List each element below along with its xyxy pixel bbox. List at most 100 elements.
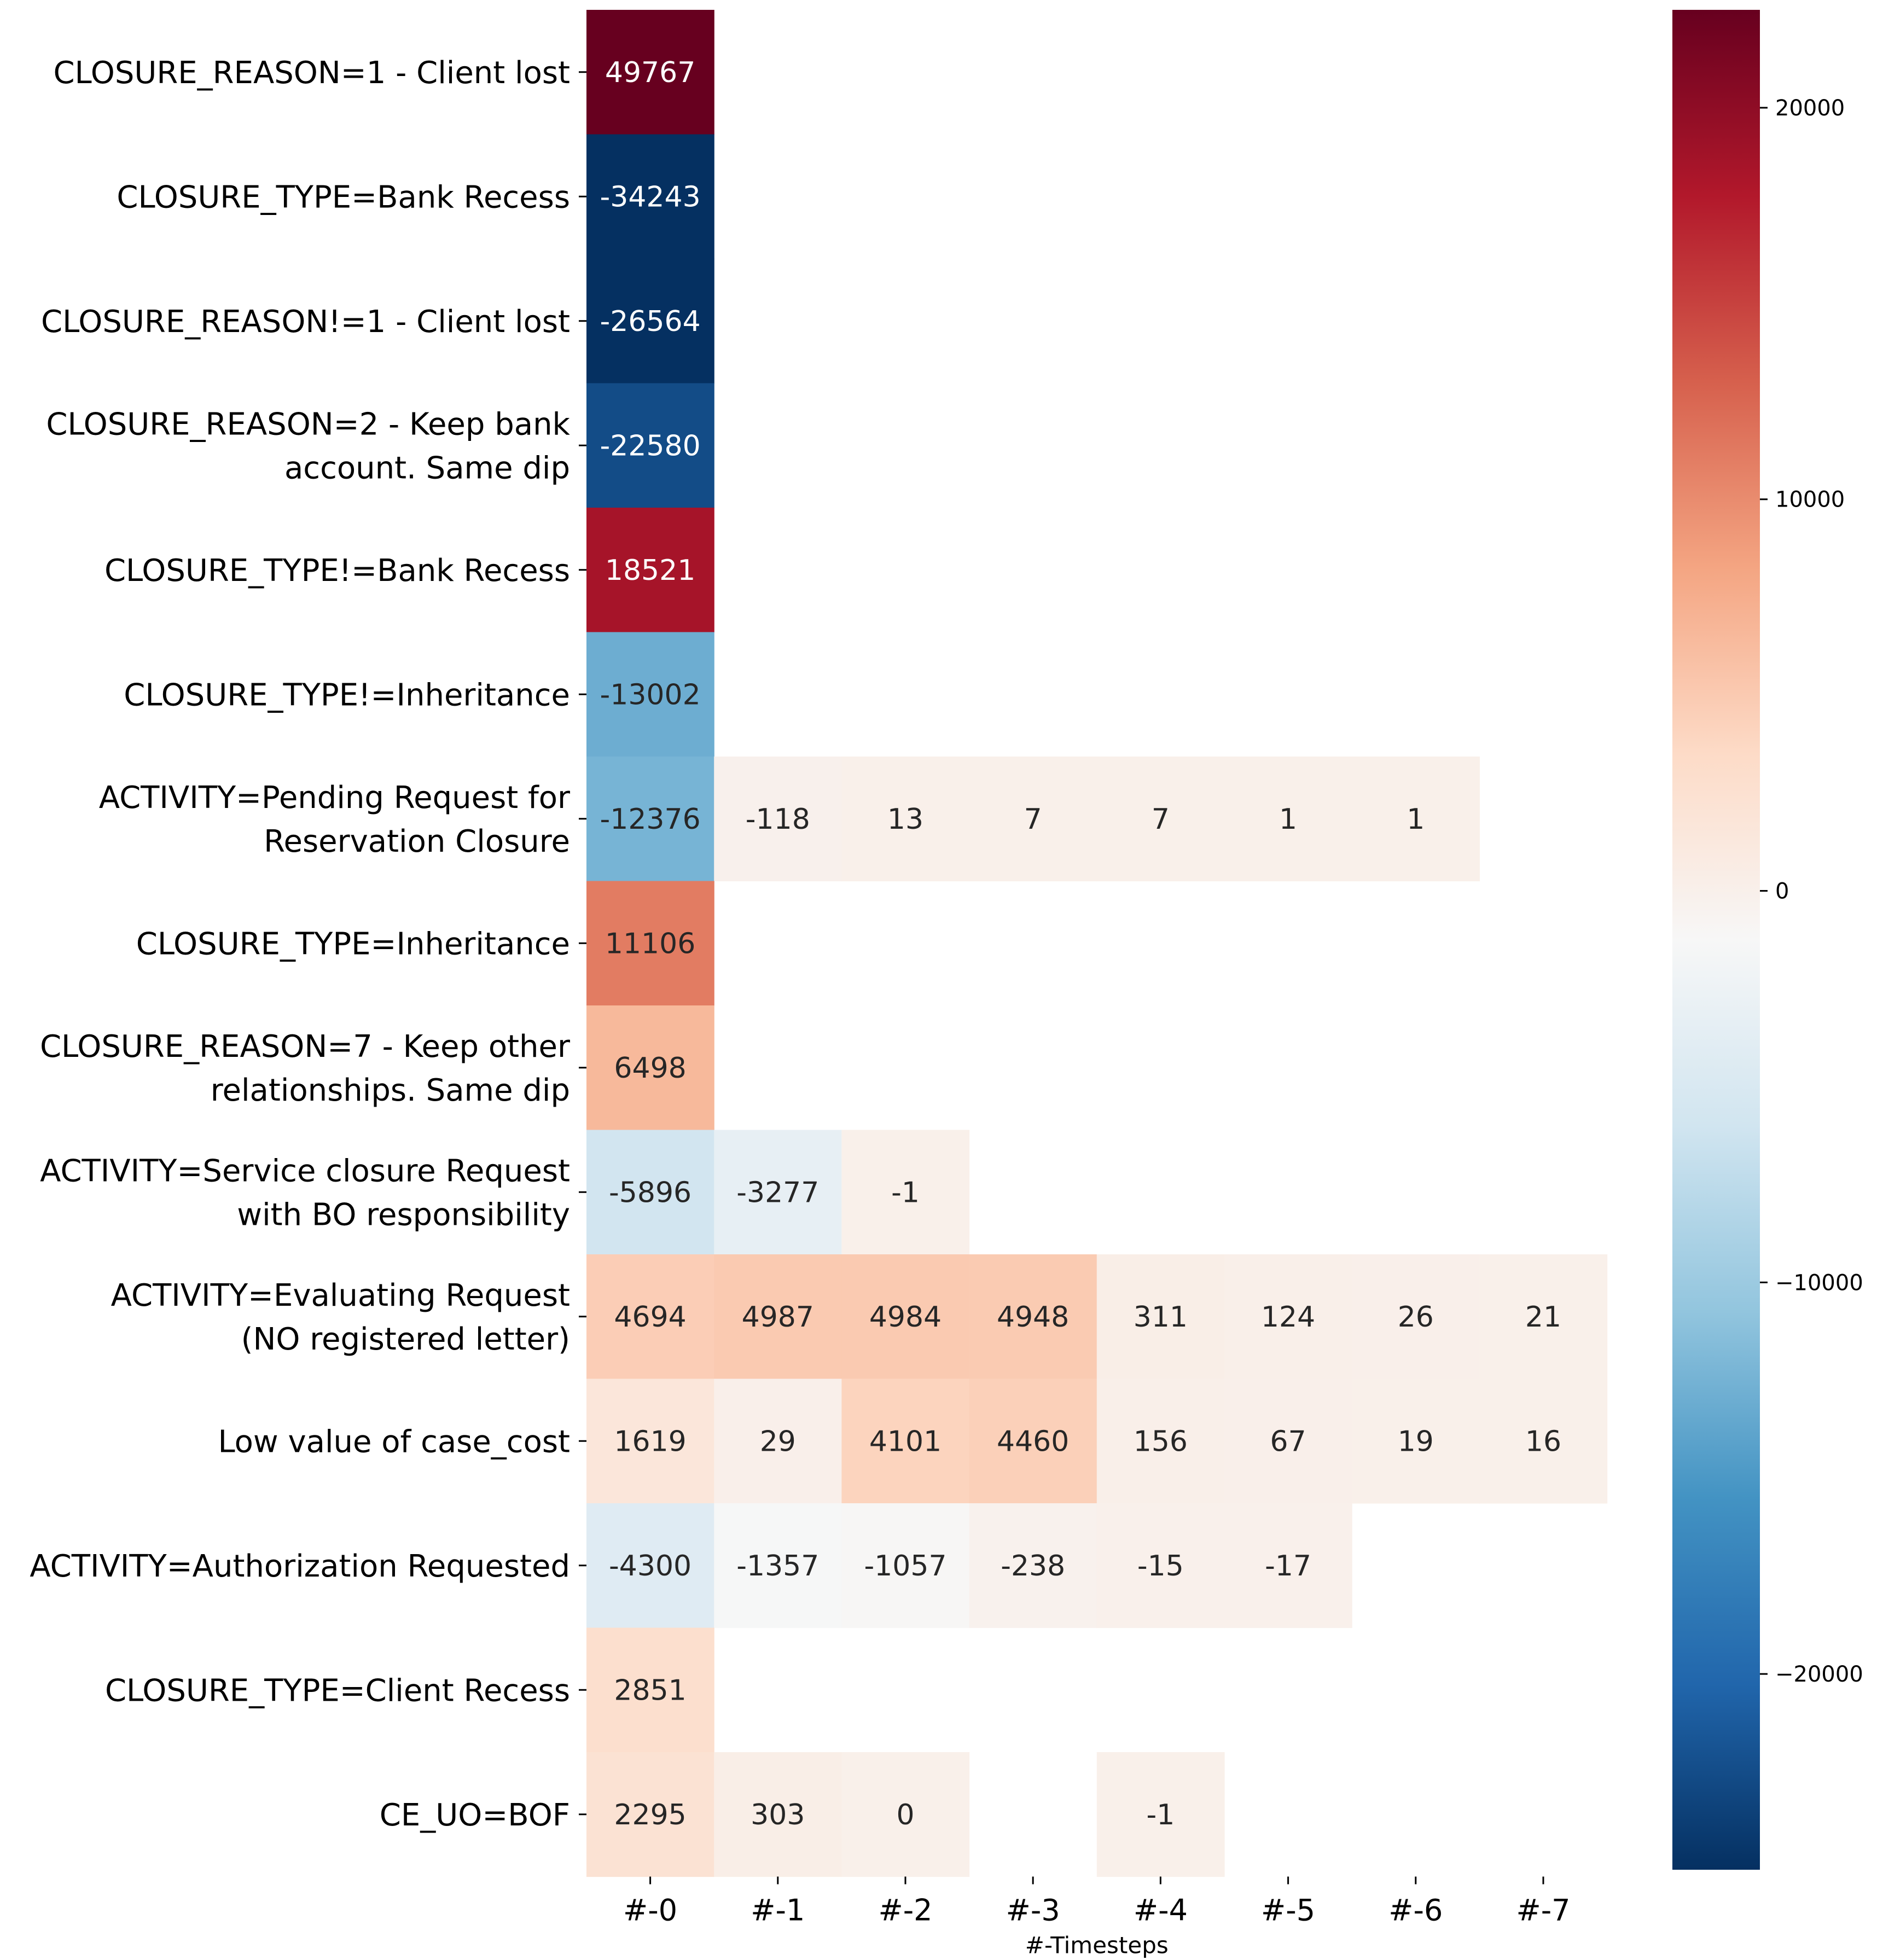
cell-value-label: 6498 xyxy=(614,1052,686,1085)
heatmap-cell xyxy=(586,1752,714,1877)
heatmap-cell xyxy=(586,10,714,135)
x-tick-label: #-1 xyxy=(751,1893,805,1928)
y-tick-label-line: CLOSURE_TYPE=Client Recess xyxy=(105,1673,570,1708)
y-tick-label: CLOSURE_TYPE!=Bank Recess xyxy=(104,553,570,589)
x-tick-label: #-2 xyxy=(878,1893,932,1928)
heatmap-cell xyxy=(841,1254,970,1380)
x-tick-label: #-7 xyxy=(1516,1893,1570,1928)
x-tick-label: #-5 xyxy=(1261,1893,1315,1928)
cell-value-label: -17 xyxy=(1265,1550,1311,1583)
heatmap-cell xyxy=(969,757,1097,882)
cell-value-label: -34243 xyxy=(600,181,701,213)
y-tick-label-line: ACTIVITY=Pending Request for xyxy=(99,780,571,816)
y-tick-label: CLOSURE_REASON=1 - Client lost xyxy=(53,55,570,91)
heatmap-cells xyxy=(586,10,1608,1877)
cell-value-label: -3277 xyxy=(736,1176,819,1209)
heatmap-cell xyxy=(586,1627,714,1753)
cell-value-label: 16 xyxy=(1525,1425,1561,1458)
x-axis: #-0 #-1 #-2 #-3 #-4 #-5 #-6 #-7 xyxy=(623,1876,1571,1928)
cell-value-label: 1 xyxy=(1407,803,1425,836)
cell-value-label: -26564 xyxy=(600,305,701,338)
cell-value-label: -13002 xyxy=(600,678,701,711)
heatmap-cell xyxy=(1096,1254,1225,1380)
y-tick-label: CLOSURE_REASON!=1 - Client lost xyxy=(41,304,570,340)
heatmap-cell xyxy=(586,383,714,508)
cell-value-label: -4300 xyxy=(609,1550,691,1583)
cell-value-label: 156 xyxy=(1134,1425,1188,1458)
cell-value-label: 7 xyxy=(1024,803,1042,836)
colorbar-tick-label: 0 xyxy=(1775,879,1789,904)
heatmap-cell xyxy=(841,1503,970,1629)
y-tick-label: CLOSURE_REASON=2 - Keep bank account. Sam… xyxy=(46,406,570,486)
cell-value-label: 0 xyxy=(896,1799,914,1831)
cell-value-label: -1 xyxy=(1146,1799,1175,1831)
cell-value-label: 19 xyxy=(1398,1425,1434,1458)
heatmap-cell xyxy=(586,1503,714,1629)
cell-value-label: 29 xyxy=(760,1425,796,1458)
heatmap-cell xyxy=(1352,1379,1480,1504)
heatmap-cell xyxy=(969,1503,1097,1629)
cell-value-label: 4984 xyxy=(869,1301,942,1334)
colorbar-gradient xyxy=(1672,10,1760,1870)
heatmap-cell xyxy=(714,1254,842,1380)
heatmap-cell xyxy=(841,1379,970,1504)
cell-value-label: 2295 xyxy=(614,1799,686,1831)
heatmap-cell xyxy=(586,1130,714,1255)
heatmap-cell xyxy=(586,757,714,882)
heatmap-cell xyxy=(1352,757,1480,882)
y-tick-label-line: CLOSURE_REASON!=1 - Client lost xyxy=(41,304,570,340)
cell-value-label: 26 xyxy=(1398,1301,1434,1334)
cell-value-label: 2851 xyxy=(614,1674,686,1707)
y-tick-label-line: CLOSURE_TYPE!=Bank Recess xyxy=(104,553,570,589)
y-tick-label-line: ACTIVITY=Service closure Request xyxy=(40,1153,570,1189)
y-tick-label-line: CLOSURE_REASON=2 - Keep bank xyxy=(46,406,570,442)
y-tick-label-line: CLOSURE_REASON=1 - Client lost xyxy=(53,55,570,91)
cell-value-labels: 49767 -34243 -26564 -22580 18521 -13002 -12376… xyxy=(600,56,1562,1831)
y-tick-label-line: ACTIVITY=Authorization Requested xyxy=(30,1549,570,1584)
cell-value-label: 13 xyxy=(887,803,923,836)
heatmap-cell xyxy=(586,632,714,757)
heatmap-cell xyxy=(586,134,714,259)
y-tick-label: ACTIVITY=Service closure Request with BO … xyxy=(40,1153,570,1232)
y-tick-label: CE_UO=BOF xyxy=(380,1798,570,1833)
y-tick-label-line: Low value of case_cost xyxy=(218,1424,570,1459)
heatmap-cell xyxy=(586,1254,714,1380)
y-tick-label: ACTIVITY=Evaluating Request (NO registere… xyxy=(111,1278,570,1357)
cell-value-label: 4460 xyxy=(997,1425,1069,1458)
heatmap-cell xyxy=(969,1379,1097,1504)
y-tick-label: CLOSURE_TYPE=Bank Recess xyxy=(117,179,570,215)
x-tick-label: #-3 xyxy=(1006,1893,1060,1928)
cell-value-label: 21 xyxy=(1525,1301,1561,1334)
heatmap-cell xyxy=(586,1379,714,1504)
heatmap-cell xyxy=(1096,1752,1225,1877)
cell-value-label: -1357 xyxy=(736,1550,819,1583)
y-tick-label-line: CE_UO=BOF xyxy=(380,1798,570,1833)
heatmap-cell xyxy=(969,1254,1097,1380)
y-tick-label-line: ACTIVITY=Evaluating Request xyxy=(111,1278,570,1313)
y-tick-label: Low value of case_cost xyxy=(218,1424,570,1459)
heatmap-cell xyxy=(841,1752,970,1877)
heatmap-cell xyxy=(714,1379,842,1504)
x-axis-title: #-Timesteps xyxy=(1025,1932,1169,1959)
heatmap-cell xyxy=(1224,1379,1352,1504)
cell-value-label: -1057 xyxy=(864,1550,946,1583)
cell-value-label: 7 xyxy=(1152,803,1170,836)
x-tick-label: #-0 xyxy=(623,1893,677,1928)
cell-value-label: 4948 xyxy=(997,1301,1069,1334)
cell-value-label: 18521 xyxy=(605,554,695,587)
heatmap-cell xyxy=(714,1503,842,1629)
y-tick-label: CLOSURE_REASON=7 - Keep other relationshi… xyxy=(40,1029,571,1108)
y-tick-label: ACTIVITY=Pending Request for Reservation … xyxy=(99,780,571,859)
heatmap-cell xyxy=(1096,757,1225,882)
colorbar-tick-label: 20000 xyxy=(1775,96,1845,121)
heatmap-cell xyxy=(586,508,714,633)
y-axis: CLOSURE_REASON=1 - Client lost CLOSURE_TY… xyxy=(30,55,586,1833)
y-tick-label-line: relationships. Same dip xyxy=(211,1073,570,1108)
cell-value-label: 11106 xyxy=(605,927,695,960)
colorbar: 20000 10000 0 −10000 −20000 xyxy=(1672,10,1863,1870)
cell-value-label: 4694 xyxy=(614,1301,686,1334)
heatmap-cell xyxy=(1479,1254,1608,1380)
heatmap-cell xyxy=(714,1752,842,1877)
heatmap-cell xyxy=(1224,757,1352,882)
